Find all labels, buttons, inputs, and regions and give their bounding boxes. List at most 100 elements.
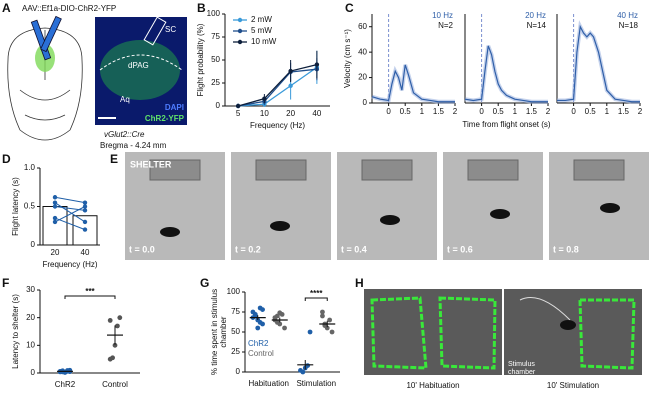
stain-label: ChR2-YFP [145, 114, 185, 123]
data-point [282, 325, 287, 331]
x-tick-label: 2 [453, 107, 458, 116]
data-point [327, 317, 333, 323]
x-tick-label: 0.5 [585, 107, 597, 116]
x-tick-label: ChR2 [55, 380, 76, 389]
legend-label: ChR2 [248, 339, 269, 348]
point [288, 68, 293, 74]
legend-label: 2 mW [251, 15, 272, 24]
data-point [329, 329, 335, 335]
data-point [107, 318, 113, 323]
data-point [255, 325, 261, 331]
x-tick-label: 0 [386, 107, 391, 116]
x-tick-label: 5 [236, 109, 241, 118]
data-point [110, 355, 115, 361]
velocity-band [464, 45, 548, 104]
x-tick-label: 1 [605, 107, 610, 116]
y-axis-label: chamber [219, 316, 228, 347]
time-label: t = 0.4 [341, 244, 367, 254]
data-point [320, 313, 325, 319]
y-tick-label: 40 [358, 47, 367, 56]
x-tick-label: 40 [81, 248, 90, 257]
velocity-line [371, 64, 455, 103]
mouse [270, 221, 290, 231]
x-tick-label: 20 [286, 109, 295, 118]
x-axis-label: Frequency (Hz) [42, 260, 97, 269]
y-tick-label: 50 [211, 55, 220, 64]
individual-point [82, 208, 88, 213]
annotation: N=14 [527, 21, 547, 30]
stain-label: DAPI [165, 103, 184, 112]
individual-line [54, 196, 86, 204]
annotation: 20 Hz [525, 11, 546, 20]
x-tick-label: 40 [312, 109, 321, 118]
x-axis-label: Time from flight onset (s) [462, 120, 551, 129]
y-tick-label: 60 [358, 22, 367, 31]
y-tick-label: 75 [211, 32, 220, 41]
panel-letter: D [2, 152, 11, 166]
bregma: Bregma - 4.24 mm [100, 141, 167, 150]
y-tick-label: 0 [31, 240, 36, 249]
panel-letter: C [345, 1, 354, 15]
data-point [305, 363, 311, 368]
panel-letter: H [355, 276, 364, 290]
construct: AAV::Ef1a-DIO-ChR2-YFP [22, 4, 116, 13]
shelter-label: SHELTER [130, 159, 172, 169]
legend-marker [237, 39, 243, 45]
legend-label: 5 mW [251, 26, 272, 35]
x-tick-label: Stimulation [296, 379, 336, 388]
data-point [320, 309, 325, 315]
point [262, 96, 267, 101]
y-tick-label: 10 [26, 340, 35, 349]
data-point [257, 320, 263, 325]
time-label: t = 0.2 [235, 244, 261, 254]
brain-schematic [7, 15, 83, 141]
significance: *** [85, 287, 95, 296]
shelter-box [149, 159, 201, 181]
mouse [600, 203, 620, 213]
individual-point [82, 227, 88, 232]
data-point [277, 310, 283, 316]
individual-point [52, 195, 58, 200]
series-line [237, 63, 318, 107]
mouse-line: vGlut2::Cre [104, 130, 145, 139]
shelter-box [361, 159, 413, 181]
x-tick-label: 1.5 [526, 107, 538, 116]
panel-letter: A [2, 1, 11, 15]
individual-line [54, 217, 86, 231]
y-tick-label: 0 [216, 101, 221, 110]
x-tick-label: Habituation [249, 379, 289, 388]
data-point [307, 329, 313, 335]
velocity-band [371, 64, 455, 104]
mouse [160, 227, 180, 237]
legend-label: 10 mW [251, 37, 277, 46]
individual-point [52, 219, 58, 225]
data-point [112, 342, 118, 348]
x-tick-label: 0 [571, 107, 576, 116]
individual-point [52, 204, 58, 209]
individual-line [54, 206, 86, 223]
x-tick-label: Control [102, 380, 128, 389]
x-tick-label: 0.5 [493, 107, 505, 116]
x-tick-label: 2 [638, 107, 643, 116]
series-line [238, 66, 318, 107]
region-label: dPAG [128, 61, 149, 70]
mouse [490, 209, 510, 219]
individual-point [52, 215, 58, 221]
caption: 10' Habituation [406, 381, 459, 390]
chamber-label: chamber [508, 369, 536, 376]
y-axis-label: Flight probability (%) [196, 23, 205, 96]
annotation: N=2 [438, 21, 453, 30]
data-point [272, 315, 278, 320]
x-tick-label: 10 [260, 109, 269, 118]
caption: 10' Stimulation [547, 381, 599, 390]
video-frames: t = 0.0 t = 0.2 t = 0.4 t = 0.6 t = 0.8 [125, 152, 649, 260]
legend-label: Control [248, 349, 274, 358]
time-label: t = 0.0 [129, 244, 155, 254]
y-tick-label: 25 [231, 347, 240, 356]
x-axis-label: Frequency (Hz) [250, 121, 305, 130]
time-label: t = 0.6 [447, 244, 473, 254]
y-tick-label: 20 [358, 73, 367, 82]
y-tick-label: 0.5 [24, 202, 36, 211]
velocity-line [464, 45, 548, 103]
point [288, 83, 293, 88]
